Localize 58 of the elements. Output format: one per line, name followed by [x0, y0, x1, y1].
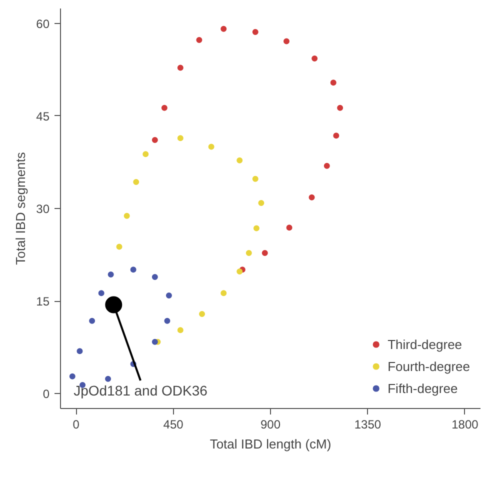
point — [177, 135, 184, 142]
point — [283, 38, 290, 44]
point — [252, 28, 258, 35]
point — [196, 36, 202, 43]
point — [252, 176, 258, 182]
point — [286, 224, 292, 231]
point — [76, 348, 83, 354]
legend-label: Fourth-degree — [388, 358, 470, 374]
point — [208, 144, 214, 150]
y-tick-label: 60 — [36, 16, 50, 31]
point — [308, 194, 315, 200]
point — [220, 290, 227, 296]
point — [152, 338, 158, 345]
point — [161, 104, 168, 111]
x-tick-label: 1350 — [354, 418, 382, 432]
point — [133, 178, 140, 185]
y-axis-title: Total IBD segments — [13, 152, 28, 265]
point — [166, 292, 172, 299]
point — [324, 162, 330, 169]
point — [89, 318, 96, 324]
y-tick-label: 0 — [42, 387, 50, 402]
x-axis-title: Total IBD length (cM) — [210, 436, 332, 452]
point — [333, 132, 340, 139]
point — [152, 136, 158, 143]
point — [262, 250, 268, 256]
y-tick-label: 45 — [36, 109, 50, 124]
legend-label: Third-degree — [388, 336, 462, 352]
point — [312, 56, 318, 62]
legend-label: Fifth-degree — [388, 380, 458, 396]
x-tick-label: 450 — [163, 418, 184, 432]
point — [105, 376, 112, 382]
y-tick-label: 30 — [36, 202, 50, 216]
point — [236, 157, 243, 164]
point — [69, 373, 76, 380]
point — [177, 64, 184, 71]
point — [258, 200, 264, 206]
point — [164, 318, 170, 324]
point — [220, 26, 227, 32]
point — [330, 80, 336, 86]
point — [152, 274, 158, 280]
x-tick-label: 1800 — [452, 418, 479, 432]
x-tick-label: 900 — [260, 418, 281, 432]
point — [116, 244, 122, 250]
point — [130, 266, 136, 273]
point — [337, 104, 344, 111]
point — [246, 250, 252, 256]
point — [98, 290, 104, 296]
point — [236, 268, 243, 274]
point — [105, 296, 122, 314]
point — [177, 327, 184, 334]
point — [142, 151, 149, 158]
point — [124, 212, 130, 219]
y-tick-label: 15 — [36, 294, 50, 309]
point — [199, 311, 206, 318]
point — [108, 272, 114, 278]
point — [253, 225, 260, 232]
x-tick-label: 0 — [72, 418, 80, 432]
annotation: JpOd181 and ODK36 — [74, 382, 208, 398]
